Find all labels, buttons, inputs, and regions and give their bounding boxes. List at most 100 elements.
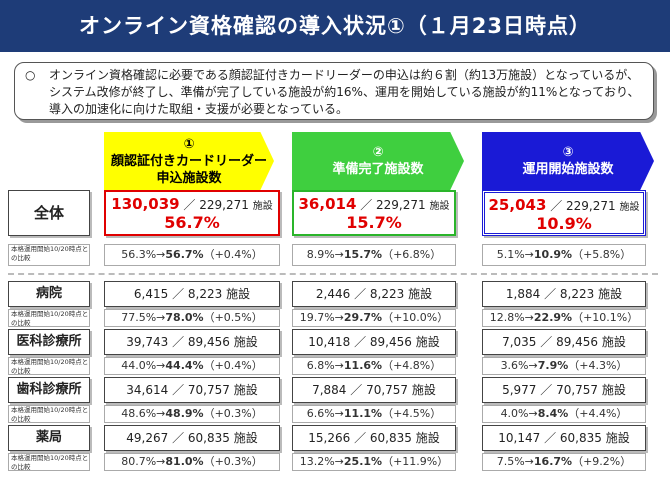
total-percentage: 15.7% — [346, 213, 402, 232]
count: 49,267 — [126, 431, 169, 445]
unit-label: 施設 — [601, 383, 626, 397]
denominator: 89,456 — [187, 335, 230, 349]
unit-label: 施設 — [408, 287, 433, 301]
unit-label: 施設 — [226, 287, 251, 301]
compare-cell: 7.5%→16.7%（+9.2%） — [482, 453, 646, 471]
compare-cell: 44.0%→44.4%（+0.4%） — [104, 357, 280, 375]
compare-delta: （+0.3%） — [203, 455, 263, 468]
count: 7,884 — [312, 383, 347, 397]
unit-label: 施設 — [601, 335, 626, 349]
compare-from: 7.5%→ — [496, 455, 534, 468]
denominator: 70,757 — [366, 383, 409, 397]
column-header-1: ① 顔認証付きカードリーダー 申込施設数 — [104, 132, 274, 190]
compare-cell: 19.7%→29.7%（+10.0%） — [292, 309, 456, 327]
column-title: 顔認証付きカードリーダー — [110, 153, 267, 169]
column-header-3: ③ 運用開始施設数 — [482, 132, 654, 190]
compare-to: 81.0% — [165, 455, 204, 468]
denominator: 8,223 — [187, 287, 223, 301]
column-header-2: ② 準備完了施設数 — [292, 132, 464, 190]
count-cell: 7,035 ／ 89,456 施設 — [482, 329, 646, 355]
intro-box: ○ オンライン資格確認に必要である顔認証付きカードリーダーの申込は約６割（約13… — [14, 62, 654, 120]
total-count: 25,043 — [488, 196, 547, 214]
unit-label: 施設 — [429, 201, 450, 212]
count: 10,418 — [308, 335, 351, 349]
compare-cell: 77.5%→78.0%（+0.5%） — [104, 309, 280, 327]
compare-delta: （+11.9%） — [382, 455, 449, 468]
unit-label: 施設 — [233, 383, 258, 397]
compare-label: 本格運用開始10/20時点との比較 — [8, 309, 90, 327]
column-title: 準備完了施設数 — [332, 162, 424, 177]
denominator: 70,757 — [187, 383, 230, 397]
count: 6,415 — [133, 287, 169, 301]
total-denominator: 229,271 — [199, 198, 249, 212]
compare-from: 3.6%→ — [500, 359, 538, 372]
compare-to: 11.1% — [343, 407, 383, 420]
denominator: 60,835 — [369, 431, 412, 445]
compare-label: 本格運用開始10/20時点との比較 — [8, 405, 90, 423]
compare-delta: （+4.4%） — [568, 407, 628, 420]
unit-label: 施設 — [415, 335, 440, 349]
total-count: 130,039 — [111, 195, 180, 213]
bullet-circle-icon: ○ — [25, 68, 36, 82]
compare-cell: 48.6%→48.9%（+0.3%） — [104, 405, 280, 423]
denominator: 89,456 — [369, 335, 412, 349]
compare-cell: 4.0%→8.4%（+4.4%） — [482, 405, 646, 423]
compare-from: 48.6%→ — [121, 407, 166, 420]
compare-delta: （+10.0%） — [382, 311, 449, 324]
unit-label: 施設 — [411, 383, 436, 397]
row-label: 歯科診療所 — [8, 377, 90, 403]
compare-cell: 80.7%→81.0%（+0.3%） — [104, 453, 280, 471]
compare-cell: 6.6%→11.1%（+4.5%） — [292, 405, 456, 423]
count: 39,743 — [126, 335, 169, 349]
unit-label: 施設 — [233, 335, 258, 349]
compare-from: 80.7%→ — [121, 455, 166, 468]
count: 5,977 — [502, 383, 537, 397]
intro-text: オンライン資格確認に必要である顔認証付きカードリーダーの申込は約６割（約13万施… — [49, 68, 640, 116]
row-label: 薬局 — [8, 425, 90, 451]
count-cell: 5,977 ／ 70,757 施設 — [482, 377, 646, 403]
total-compare-1: 56.3%→56.7%（+0.4%） — [104, 244, 280, 266]
column-number: ② — [372, 145, 384, 160]
column-number: ③ — [562, 145, 574, 160]
count-cell: 15,266 ／ 60,835 施設 — [292, 425, 456, 451]
column-number: ① — [183, 136, 195, 152]
compare-label: 本格運用開始10/20時点との比較 — [8, 357, 90, 375]
total-cell-2: 36,014 ／ 229,271 施設 15.7% — [292, 190, 456, 236]
unit-label: 施設 — [619, 202, 640, 213]
count: 2,446 — [315, 287, 351, 301]
compare-to: 44.4% — [165, 359, 204, 372]
denominator: 60,835 — [187, 431, 230, 445]
unit-label: 施設 — [415, 431, 440, 445]
compare-to: 48.9% — [165, 407, 204, 420]
page-title: オンライン資格確認の導入状況①（１月23日時点） — [0, 0, 670, 52]
unit-label: 施設 — [598, 287, 623, 301]
compare-to: 25.1% — [343, 455, 383, 468]
total-percentage: 56.7% — [164, 213, 220, 232]
compare-cell: 3.6%→7.9%（+4.3%） — [482, 357, 646, 375]
row-label: 医科診療所 — [8, 329, 90, 355]
total-denominator: 229,271 — [376, 198, 426, 212]
denominator: 70,757 — [556, 383, 599, 397]
compare-cell: 6.8%→11.6%（+4.8%） — [292, 357, 456, 375]
total-compare-2: 8.9%→15.7%（+6.8%） — [292, 244, 456, 266]
compare-delta: （+0.5%） — [203, 311, 263, 324]
count-cell: 1,884 ／ 8,223 施設 — [482, 281, 646, 307]
column-title: 運用開始施設数 — [522, 162, 614, 177]
compare-to: 78.0% — [165, 311, 204, 324]
compare-delta: （+9.2%） — [572, 455, 632, 468]
compare-label: 本格運用開始10/20時点との比較 — [8, 244, 90, 266]
compare-label: 本格運用開始10/20時点との比較 — [8, 453, 90, 471]
compare-to: 22.9% — [533, 311, 573, 324]
compare-delta: （+0.3%） — [203, 407, 263, 420]
total-compare-3: 5.1%→10.9%（+5.8%） — [482, 244, 646, 266]
compare-from: 6.8%→ — [306, 359, 344, 372]
total-cell-1: 130,039 ／ 229,271 施設 56.7% — [104, 190, 280, 236]
section-divider — [8, 273, 658, 275]
denominator: 8,223 — [559, 287, 595, 301]
unit-label: 施設 — [233, 431, 258, 445]
compare-from: 77.5%→ — [121, 311, 166, 324]
compare-from: 19.7%→ — [299, 311, 344, 324]
compare-to: 7.9% — [537, 359, 569, 372]
count: 7,035 — [502, 335, 537, 349]
count-cell: 2,446 ／ 8,223 施設 — [292, 281, 456, 307]
